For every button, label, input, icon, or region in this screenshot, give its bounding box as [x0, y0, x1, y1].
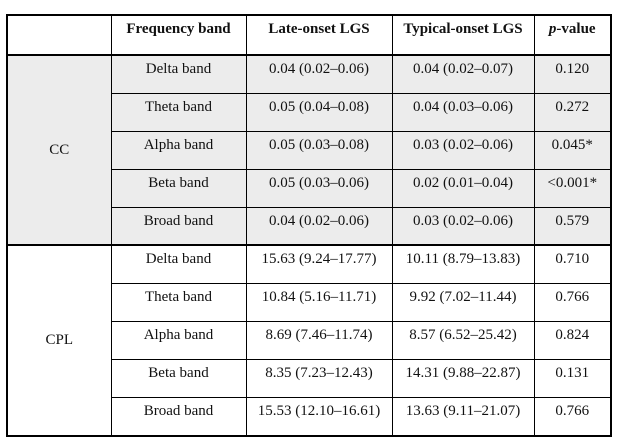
table-row: Broad band 15.53 (12.10–16.61) 13.63 (9.… — [7, 397, 612, 437]
typical-onset-cell: 0.02 (0.01–0.04) — [391, 168, 535, 208]
header-cell-frequency-band: Frequency band — [110, 14, 247, 56]
late-onset-cell: 8.35 (7.23–12.43) — [245, 359, 393, 399]
p-value-cell: 0.579 — [533, 206, 612, 246]
table-row: Broad band 0.04 (0.02–0.06) 0.03 (0.02–0… — [7, 206, 612, 246]
typical-onset-cell: 0.04 (0.02–0.07) — [391, 53, 535, 94]
table-row: Theta band 0.05 (0.04–0.08) 0.04 (0.03–0… — [7, 92, 612, 132]
results-table: Frequency band Late-onset LGS Typical-on… — [6, 14, 612, 437]
late-onset-cell: 0.04 (0.02–0.06) — [245, 53, 393, 94]
p-value-cell: 0.766 — [533, 397, 612, 437]
header-cell-late-onset-lgs: Late-onset LGS — [245, 14, 393, 56]
late-onset-cell: 15.53 (12.10–16.61) — [245, 397, 393, 437]
typical-onset-cell: 0.03 (0.02–0.06) — [391, 130, 535, 170]
band-cell: Delta band — [110, 53, 247, 94]
p-value-italic-p: p — [548, 21, 557, 37]
typical-onset-cell: 10.11 (8.79–13.83) — [391, 244, 535, 285]
p-value-cell: 0.824 — [533, 321, 612, 361]
group-label-cell-cpl: CPL — [6, 244, 112, 437]
typical-onset-cell: 0.03 (0.02–0.06) — [391, 206, 535, 246]
late-onset-cell: 15.63 (9.24–17.77) — [245, 244, 393, 285]
header-cell-p-value: p-value — [533, 14, 612, 56]
p-value-cell: 0.710 — [533, 244, 612, 285]
p-value-cell: <0.001* — [533, 168, 612, 208]
table-row: Alpha band 0.05 (0.03–0.08) 0.03 (0.02–0… — [7, 130, 612, 170]
table-row: CC Delta band 0.04 (0.02–0.06) 0.04 (0.0… — [6, 53, 612, 246]
header-cell-typical-onset-lgs: Typical-onset LGS — [391, 14, 535, 56]
typical-onset-cell: 8.57 (6.52–25.42) — [391, 321, 535, 361]
band-cell: Alpha band — [110, 130, 247, 170]
late-onset-cell: 8.69 (7.46–11.74) — [245, 321, 393, 361]
band-cell: Delta band — [110, 244, 247, 285]
p-value-cell: 0.131 — [533, 359, 612, 399]
header-cell-empty — [6, 14, 112, 56]
late-onset-cell: 0.04 (0.02–0.06) — [245, 206, 393, 246]
table-row: CPL Delta band 15.63 (9.24–17.77) 10.11 … — [6, 244, 612, 437]
band-cell: Broad band — [110, 206, 247, 246]
group-label-cell-cc: CC — [6, 53, 112, 246]
typical-onset-cell: 0.04 (0.03–0.06) — [391, 92, 535, 132]
p-value-cell: 0.766 — [533, 283, 612, 323]
p-value-cell: 0.120 — [533, 53, 612, 94]
p-value-cell: 0.045* — [533, 130, 612, 170]
table-row: Theta band 10.84 (5.16–11.71) 9.92 (7.02… — [7, 283, 612, 323]
band-cell: Beta band — [110, 359, 247, 399]
typical-onset-cell: 13.63 (9.11–21.07) — [391, 397, 535, 437]
late-onset-cell: 0.05 (0.03–0.06) — [245, 168, 393, 208]
late-onset-cell: 0.05 (0.03–0.08) — [245, 130, 393, 170]
band-cell: Beta band — [110, 168, 247, 208]
late-onset-cell: 0.05 (0.04–0.08) — [245, 92, 393, 132]
header-row: Frequency band Late-onset LGS Typical-on… — [6, 14, 612, 56]
p-value-cell: 0.272 — [533, 92, 612, 132]
band-cell: Theta band — [110, 283, 247, 323]
table-row: Alpha band 8.69 (7.46–11.74) 8.57 (6.52–… — [7, 321, 612, 361]
p-value-rest: -value — [556, 21, 596, 37]
band-cell: Broad band — [110, 397, 247, 437]
typical-onset-cell: 14.31 (9.88–22.87) — [391, 359, 535, 399]
typical-onset-cell: 9.92 (7.02–11.44) — [391, 283, 535, 323]
band-cell: Alpha band — [110, 321, 247, 361]
table-row: Beta band 8.35 (7.23–12.43) 14.31 (9.88–… — [7, 359, 612, 399]
band-cell: Theta band — [110, 92, 247, 132]
late-onset-cell: 10.84 (5.16–11.71) — [245, 283, 393, 323]
